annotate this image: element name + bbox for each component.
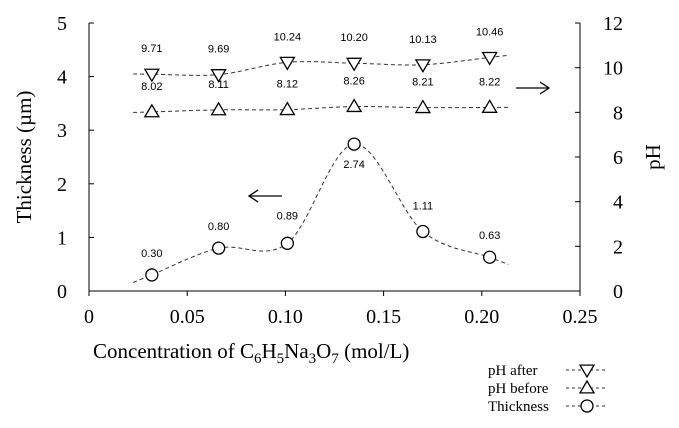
x-axis-title: Concentration of C6H5Na3O7 (mol/L)	[93, 339, 409, 367]
x-tick-label: 0.10	[268, 306, 303, 328]
data-label: 0.63	[479, 230, 500, 242]
legend: pH after pH before Thickness	[488, 363, 608, 415]
data-point	[416, 224, 430, 239]
data-label: 8.22	[479, 76, 500, 88]
data-point	[145, 268, 159, 282]
data-label: 9.71	[141, 43, 162, 55]
data-point	[346, 98, 363, 113]
data-label: 9.69	[208, 44, 229, 56]
data-label: 8.26	[343, 76, 364, 88]
data-label: 2.74	[343, 159, 364, 171]
data-point	[143, 68, 160, 83]
right-y-tick-label: 8	[613, 102, 623, 124]
right-y-tick-label: 0	[613, 281, 623, 303]
left-y-tick-label: 5	[57, 13, 67, 35]
left-arrow-head	[247, 189, 259, 203]
x-tick-label: 0.15	[366, 306, 401, 328]
series-line-1	[133, 105, 509, 113]
data-labels: 9.71 9.69 10.24 10.20 10.13 10.46 8.02 8.11 8.12…	[141, 26, 503, 260]
data-label: 8.12	[277, 79, 298, 91]
x-tick-label: 0.25	[563, 306, 598, 328]
left-y-tick-label: 1	[57, 227, 67, 249]
left-y-tick-label: 0	[57, 281, 67, 303]
data-marks	[143, 51, 498, 282]
data-label: 8.11	[208, 79, 229, 91]
right-y-tick-label: 10	[603, 58, 623, 80]
data-point	[279, 101, 296, 116]
data-label: 8.02	[141, 81, 162, 93]
right-y-tick-label: 4	[613, 192, 623, 214]
data-label: 10.46	[476, 26, 504, 38]
x-tick-label: 0.05	[170, 306, 205, 328]
right-arrow-head	[539, 81, 551, 95]
legend-marker	[580, 399, 594, 413]
data-point	[143, 103, 160, 118]
data-point	[210, 69, 227, 83]
data-point	[481, 99, 498, 113]
legend-label: pH before	[488, 381, 549, 397]
axis-arrows	[247, 81, 551, 203]
x-tick-label: 0	[84, 306, 94, 328]
data-label: 10.24	[274, 31, 302, 43]
left-y-tick-label: 2	[57, 174, 67, 196]
legend-marker	[578, 379, 596, 394]
data-point	[414, 99, 432, 114]
data-point	[414, 59, 432, 74]
data-label: 0.30	[141, 248, 162, 260]
data-point	[483, 250, 497, 264]
left-y-tick-label: 3	[57, 120, 67, 142]
data-label: 0.80	[208, 221, 229, 233]
right-y-tick-label: 6	[613, 147, 623, 169]
left-y-tick-label: 4	[57, 67, 67, 89]
data-label: 0.89	[277, 210, 298, 222]
trend-lines	[132, 54, 509, 283]
data-label: 8.21	[412, 77, 433, 89]
data-label: 10.20	[340, 32, 368, 44]
data-label: 10.13	[409, 34, 437, 46]
data-point	[346, 57, 363, 72]
data-label: 1.11	[413, 201, 434, 213]
y-axis-title-left: Thickness (µm)	[12, 91, 36, 224]
right-y-tick-label: 2	[613, 236, 623, 258]
right-y-tick-label: 12	[603, 13, 623, 35]
data-point	[347, 137, 361, 151]
series-line-0	[133, 54, 509, 76]
legend-label: pH after	[488, 363, 538, 379]
data-point	[210, 101, 227, 116]
data-point	[279, 56, 296, 71]
legend-marker	[578, 364, 596, 379]
data-point	[280, 236, 295, 250]
data-point	[481, 51, 498, 66]
legend-label: Thickness	[488, 399, 549, 415]
series-line-2	[132, 143, 509, 283]
data-point	[211, 241, 226, 255]
x-tick-label: 0.20	[464, 306, 499, 328]
y-axis-title-right: pH	[641, 144, 665, 170]
